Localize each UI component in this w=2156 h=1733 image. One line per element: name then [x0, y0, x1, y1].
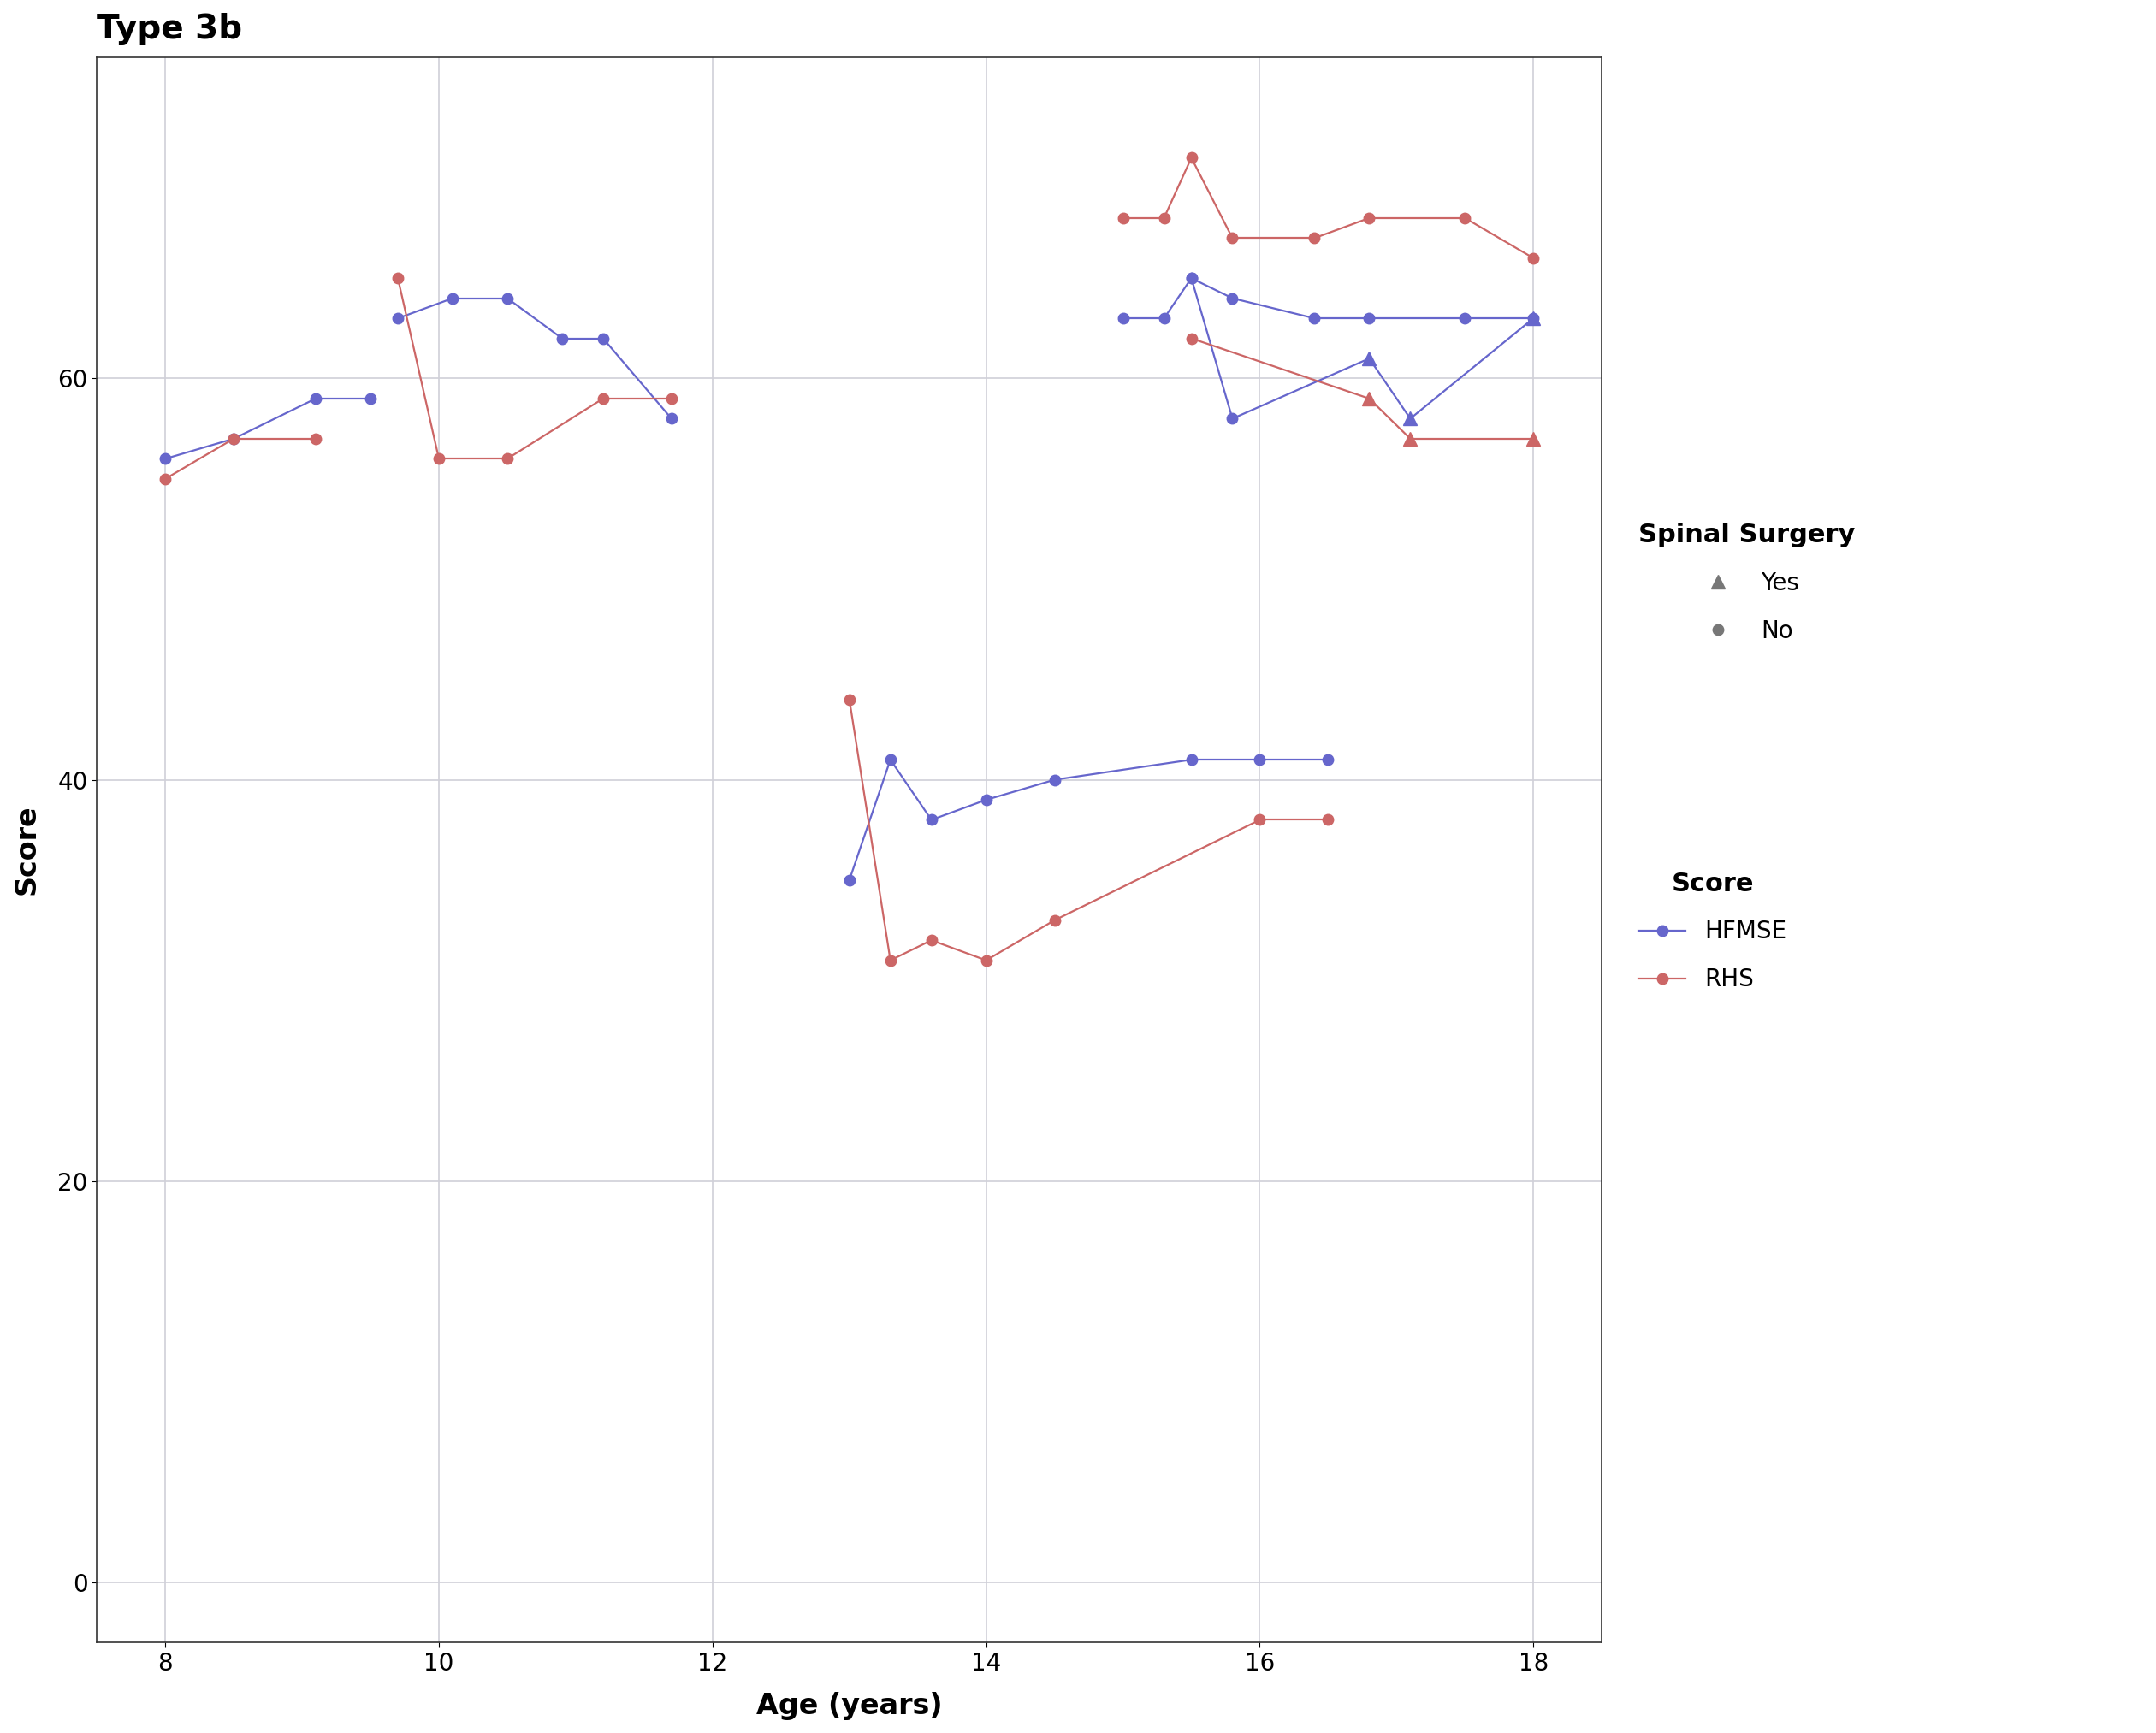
Text: Type 3b: Type 3b: [97, 12, 241, 45]
Legend: HFMSE, RHS: HFMSE, RHS: [1628, 861, 1796, 1002]
Y-axis label: Score: Score: [13, 804, 41, 896]
X-axis label: Age (years): Age (years): [757, 1691, 942, 1721]
